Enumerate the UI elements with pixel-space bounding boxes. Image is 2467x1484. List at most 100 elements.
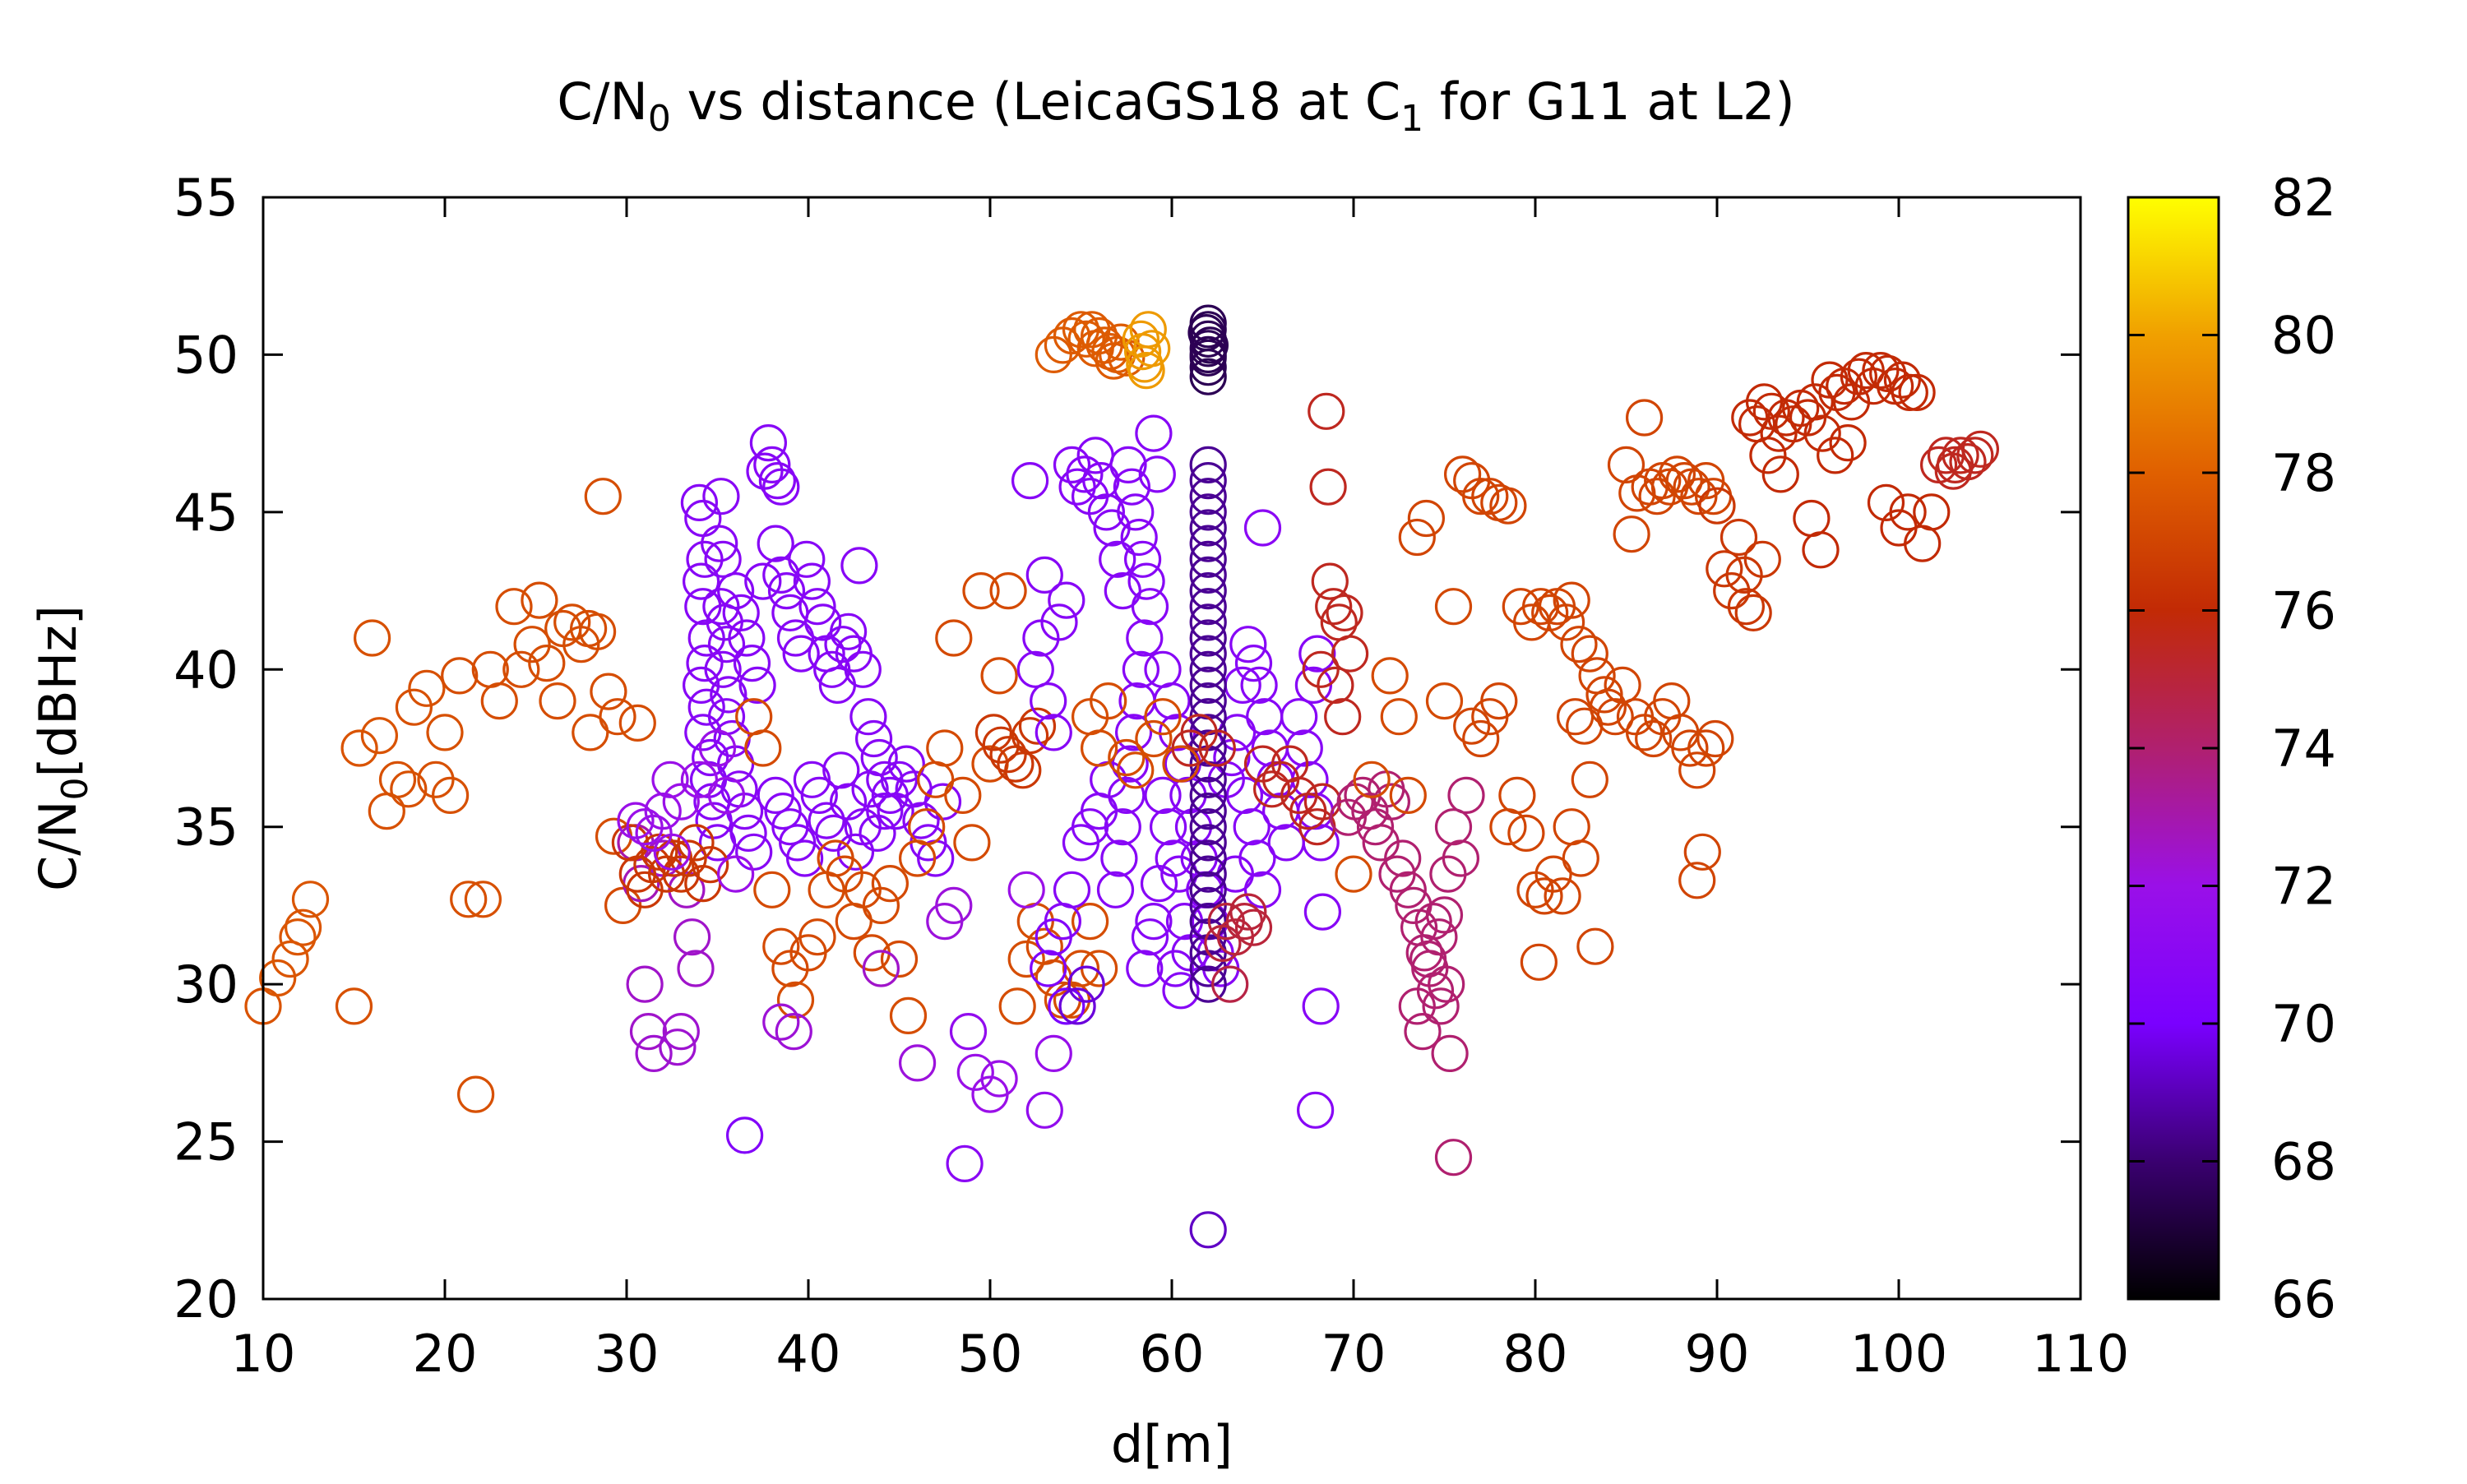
data-point xyxy=(757,525,794,562)
data-point xyxy=(1706,550,1743,588)
data-point xyxy=(1189,776,1227,815)
data-point xyxy=(1189,461,1227,500)
y-tick-label: 20 xyxy=(174,1269,238,1329)
data-point xyxy=(1942,437,1979,474)
data-point xyxy=(808,802,845,839)
data-point xyxy=(829,613,868,650)
data-point xyxy=(1471,478,1509,515)
data-point xyxy=(1117,751,1155,789)
data-point xyxy=(1698,487,1736,525)
data-point xyxy=(1638,478,1676,515)
data-point xyxy=(1133,330,1171,368)
data-point xyxy=(753,446,791,484)
data-point xyxy=(1080,729,1118,767)
data-point xyxy=(480,682,518,720)
data-point xyxy=(271,940,309,978)
chart-title: C/N0 vs distance (LeicaGS18 at C1 for G1… xyxy=(557,72,1794,140)
data-point xyxy=(1431,1034,1469,1073)
data-point xyxy=(871,864,910,903)
data-point xyxy=(1053,871,1091,908)
data-point xyxy=(1462,478,1500,515)
data-point xyxy=(1553,581,1590,619)
data-point xyxy=(1302,987,1340,1025)
data-point xyxy=(1429,855,1467,893)
data-point xyxy=(701,525,738,562)
data-point xyxy=(599,698,636,736)
x-axis-ticks: 10 20 30 40 50 60 70 80 90 100 110 xyxy=(231,197,2129,1384)
data-point xyxy=(908,808,946,846)
x-tick-label: 90 xyxy=(1685,1324,1750,1384)
data-point xyxy=(1302,824,1340,862)
data-point xyxy=(1048,987,1085,1025)
data-point xyxy=(687,688,725,726)
data-point xyxy=(1204,924,1242,963)
data-point xyxy=(949,1012,988,1051)
data-point xyxy=(902,802,940,839)
data-point xyxy=(1090,682,1127,720)
data-point xyxy=(1189,588,1227,626)
data-point xyxy=(1489,487,1527,525)
data-point xyxy=(1127,562,1165,600)
x-tick-label: 80 xyxy=(1503,1324,1568,1384)
colorbar-tick-label: 78 xyxy=(2271,443,2336,503)
data-point xyxy=(1189,446,1227,484)
data-point xyxy=(1425,896,1464,934)
data-point xyxy=(1076,437,1114,474)
data-point xyxy=(980,657,1018,695)
data-point xyxy=(1034,714,1072,751)
data-point xyxy=(1414,902,1452,941)
data-point xyxy=(1048,581,1085,619)
svg-text:C/N0 vs distance (LeicaGS18 at: C/N0 vs distance (LeicaGS18 at C1 for G1… xyxy=(557,72,1794,140)
data-point xyxy=(702,478,740,515)
data-point xyxy=(1189,556,1227,594)
data-point xyxy=(578,613,617,650)
x-tick-label: 70 xyxy=(1321,1324,1386,1384)
data-point xyxy=(1302,650,1340,688)
data-point xyxy=(417,760,455,798)
data-point xyxy=(962,571,1000,610)
data-point xyxy=(862,886,900,925)
data-point xyxy=(1453,707,1491,745)
data-point xyxy=(692,846,729,884)
data-point xyxy=(1796,383,1834,421)
data-point xyxy=(1576,927,1614,965)
data-point xyxy=(702,588,740,626)
data-point xyxy=(1189,525,1227,562)
data-point xyxy=(1547,603,1585,641)
data-point xyxy=(1280,698,1318,736)
data-point xyxy=(1122,320,1160,358)
data-point xyxy=(259,959,297,997)
data-point xyxy=(1189,965,1227,1003)
data-point xyxy=(1135,414,1173,452)
data-point xyxy=(1847,352,1885,390)
x-tick-label: 20 xyxy=(413,1324,478,1384)
data-point xyxy=(1066,455,1104,493)
data-point xyxy=(1422,987,1460,1025)
data-point xyxy=(1862,352,1900,390)
data-point xyxy=(677,824,715,862)
data-point xyxy=(464,881,502,918)
y-label-rest: [dBHz] xyxy=(28,605,88,777)
data-point xyxy=(1867,483,1905,522)
data-point xyxy=(1353,760,1391,798)
data-point xyxy=(1398,518,1436,557)
data-point xyxy=(677,950,715,987)
data-point xyxy=(798,588,836,626)
data-point xyxy=(1544,877,1581,915)
data-point xyxy=(729,814,767,853)
y-axis-ticks: 20 25 30 35 40 45 50 55 xyxy=(174,168,2081,1329)
data-point xyxy=(1189,358,1227,395)
data-point xyxy=(793,562,831,600)
data-point xyxy=(1442,839,1480,877)
data-point xyxy=(1734,594,1772,632)
data-point xyxy=(744,729,782,767)
data-point xyxy=(1113,468,1151,506)
data-point xyxy=(662,855,700,893)
data-point xyxy=(441,657,479,695)
data-point xyxy=(1687,729,1725,767)
data-point xyxy=(1309,468,1347,506)
data-point xyxy=(1713,571,1751,610)
data-point xyxy=(844,650,882,688)
data-point xyxy=(1034,1034,1072,1073)
